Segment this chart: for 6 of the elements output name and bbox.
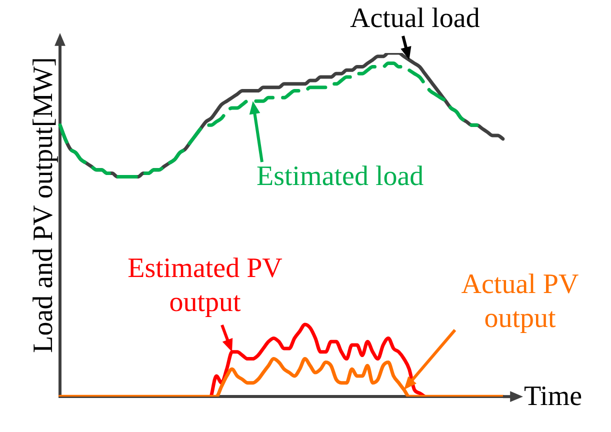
text: Actual PV output: [460, 268, 580, 336]
legend-label: Estimated load: [256, 160, 424, 194]
series-label: Estimated PV output: [126, 252, 284, 320]
series-label: Actual load: [350, 2, 480, 36]
y-axis-title: Load and PV output[MW]: [27, 56, 60, 353]
x-axis-title: Time: [524, 380, 582, 414]
